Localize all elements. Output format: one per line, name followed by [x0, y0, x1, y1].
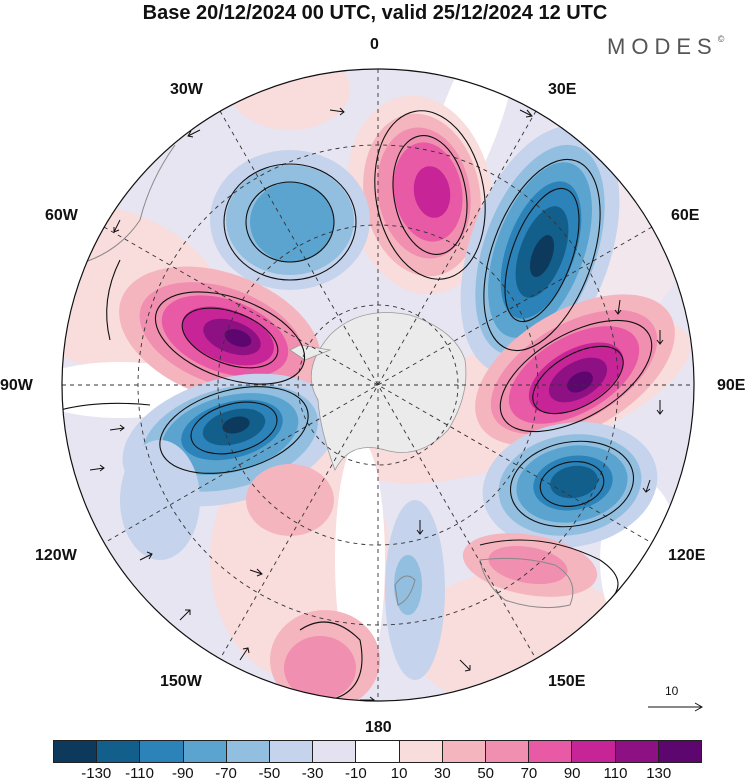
lon-label-120e: 120E [668, 547, 706, 564]
lon-label-180: 180 [365, 719, 392, 736]
colorbar-tick-label: 110 [603, 765, 628, 782]
colorbar-swatch [97, 741, 141, 762]
logo-mark: © [717, 34, 725, 44]
streamlines [62, 110, 691, 701]
colorbar-tick-label: -70 [215, 765, 237, 782]
colorbar-tick-label: -90 [171, 765, 194, 782]
colorbar-tick-label: -110 [125, 765, 154, 782]
lon-label-60w: 60W [45, 207, 78, 224]
colorbar-swatch [399, 741, 443, 762]
lon-label-0: 0 [370, 36, 379, 53]
graticule [62, 69, 694, 701]
colorbar-swatch [572, 741, 616, 762]
colorbar-swatch [529, 741, 573, 762]
lon-label-90w: 90W [0, 377, 33, 394]
colorbar-tick-label: -30 [301, 765, 324, 782]
colorbar-swatch [313, 741, 357, 762]
colorbar-swatch [356, 741, 400, 762]
map-border [61, 68, 695, 702]
colorbar-tick-label: -130 [81, 765, 112, 782]
lon-label-90e: 90E [717, 377, 746, 394]
colorbar-swatch [270, 741, 314, 762]
colorbar-swatch [442, 741, 487, 762]
colorbar-tick-label: 10 [390, 765, 408, 782]
colorbar-tick-label: 50 [477, 765, 494, 782]
lon-label-30w: 30W [170, 81, 203, 98]
colorbar-swatch [615, 741, 659, 762]
colorbar-tick-label: 30 [434, 765, 451, 782]
lon-label-30e: 30E [548, 81, 577, 98]
colorbar-swatch [140, 741, 184, 762]
colorbar-tick-label: 90 [563, 765, 581, 782]
reference-vector-arrow [648, 702, 704, 712]
colorbar-swatch [486, 741, 530, 762]
lon-label-120w: 120W [35, 547, 77, 564]
colorbar [53, 740, 702, 763]
map-title: Base 20/12/2024 00 UTC, valid 25/12/2024… [142, 2, 608, 24]
lon-label-60e: 60E [671, 207, 700, 224]
colorbar-tick-label: 130 [646, 765, 672, 782]
colorbar-swatch [183, 741, 227, 762]
reference-vector-label: 10 [665, 684, 679, 698]
colorbar-tick-label: -10 [345, 765, 367, 782]
colorbar-tick-label: 70 [520, 765, 538, 782]
lon-label-150w: 150W [160, 673, 202, 690]
modes-logo: MODES© [607, 34, 724, 60]
logo-text: MODES [607, 34, 718, 59]
colorbar-tick-label: -50 [258, 765, 281, 782]
colorbar-swatch [658, 741, 702, 762]
colorbar-swatch [226, 741, 271, 762]
colorbar-swatch [54, 741, 98, 762]
lon-label-150e: 150E [548, 673, 586, 690]
